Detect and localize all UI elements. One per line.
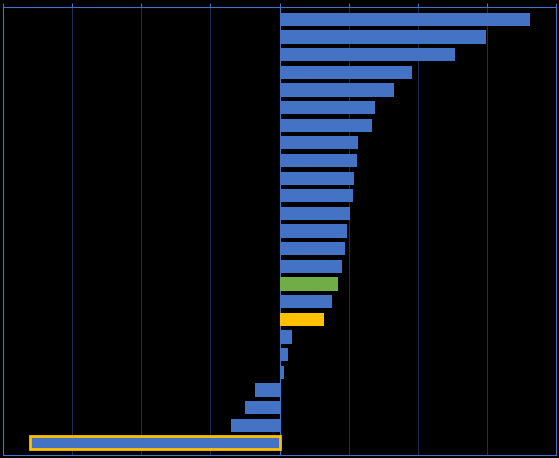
Bar <box>280 65 413 79</box>
Bar <box>280 83 394 97</box>
Bar <box>30 436 280 449</box>
Bar <box>254 383 280 397</box>
Bar <box>280 101 375 114</box>
Bar <box>231 419 280 432</box>
Bar <box>280 242 344 256</box>
Bar <box>280 189 353 202</box>
Bar <box>280 348 288 361</box>
Bar <box>245 401 280 414</box>
Bar <box>280 119 372 132</box>
Bar <box>280 171 354 185</box>
Bar <box>280 48 455 61</box>
Bar <box>280 207 350 220</box>
Bar <box>280 30 486 44</box>
Bar <box>280 278 338 291</box>
Bar <box>280 154 357 167</box>
Bar <box>280 260 342 273</box>
Bar <box>280 136 358 149</box>
Bar <box>280 330 292 344</box>
Bar <box>280 13 530 26</box>
Bar <box>280 313 324 326</box>
Bar <box>280 365 283 379</box>
Bar <box>280 295 332 308</box>
Bar <box>280 224 347 238</box>
